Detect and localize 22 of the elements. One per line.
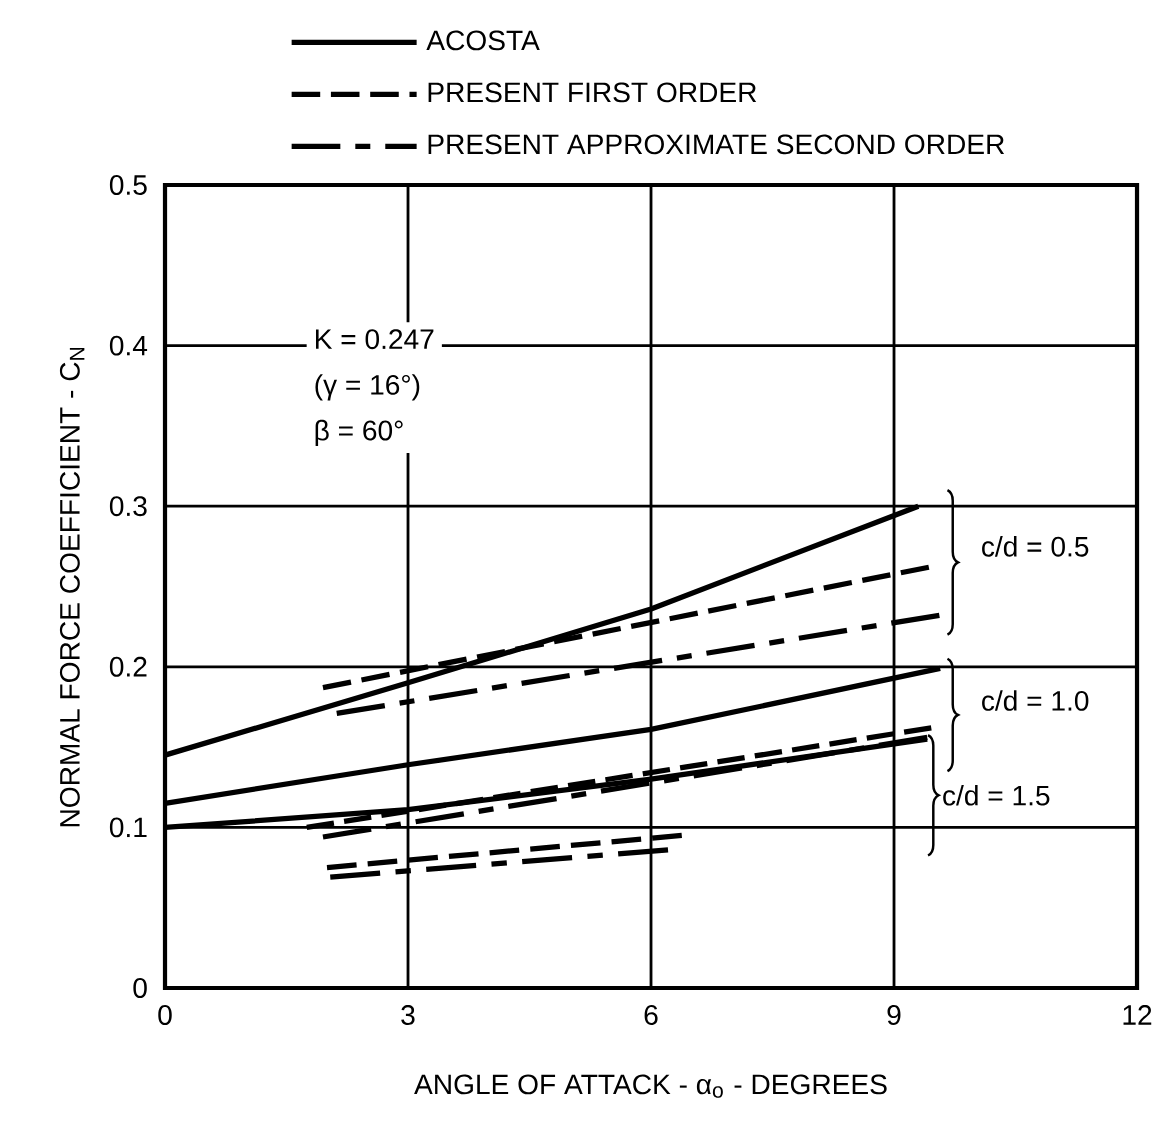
annotation: (γ = 16°) [315, 374, 420, 401]
x-axis-title: ANGLE OF ATTACK - α$_{o}$ - DEGREES [414, 1074, 887, 1098]
annotation: c/d = 1.0 [982, 690, 1089, 711]
x-tick-label: 9 [887, 1005, 901, 1025]
x-tick-label: 0 [158, 1005, 172, 1025]
y-tick-label: 0.5 [109, 175, 147, 195]
y-tick-label: 0.3 [109, 496, 147, 517]
legend-label: ACOSTA [426, 30, 540, 51]
x-tick-label: 3 [401, 1005, 415, 1025]
x-tick-label: 12 [1123, 1005, 1152, 1025]
annotation: c/d = 0.5 [982, 535, 1089, 557]
y-tick-label: 0.1 [109, 817, 147, 838]
y-axis-title: NORMAL FORCE COEFFICIENT - C$_{N}$ [59, 347, 85, 827]
y-tick-label: 0.2 [109, 656, 147, 677]
x-tick-label: 6 [644, 1005, 658, 1025]
legend-label: PRESENT APPROXIMATE SECOND ORDER [428, 134, 1005, 155]
y-tick-label: 0 [133, 978, 147, 998]
annotation: β = 60° [315, 419, 403, 447]
legend-label: PRESENT FIRST ORDER [428, 82, 757, 103]
annotation: c/d = 1.5 [943, 784, 1050, 806]
y-tick-label: 0.4 [109, 335, 148, 356]
annotation: K = 0.247 [316, 329, 434, 350]
